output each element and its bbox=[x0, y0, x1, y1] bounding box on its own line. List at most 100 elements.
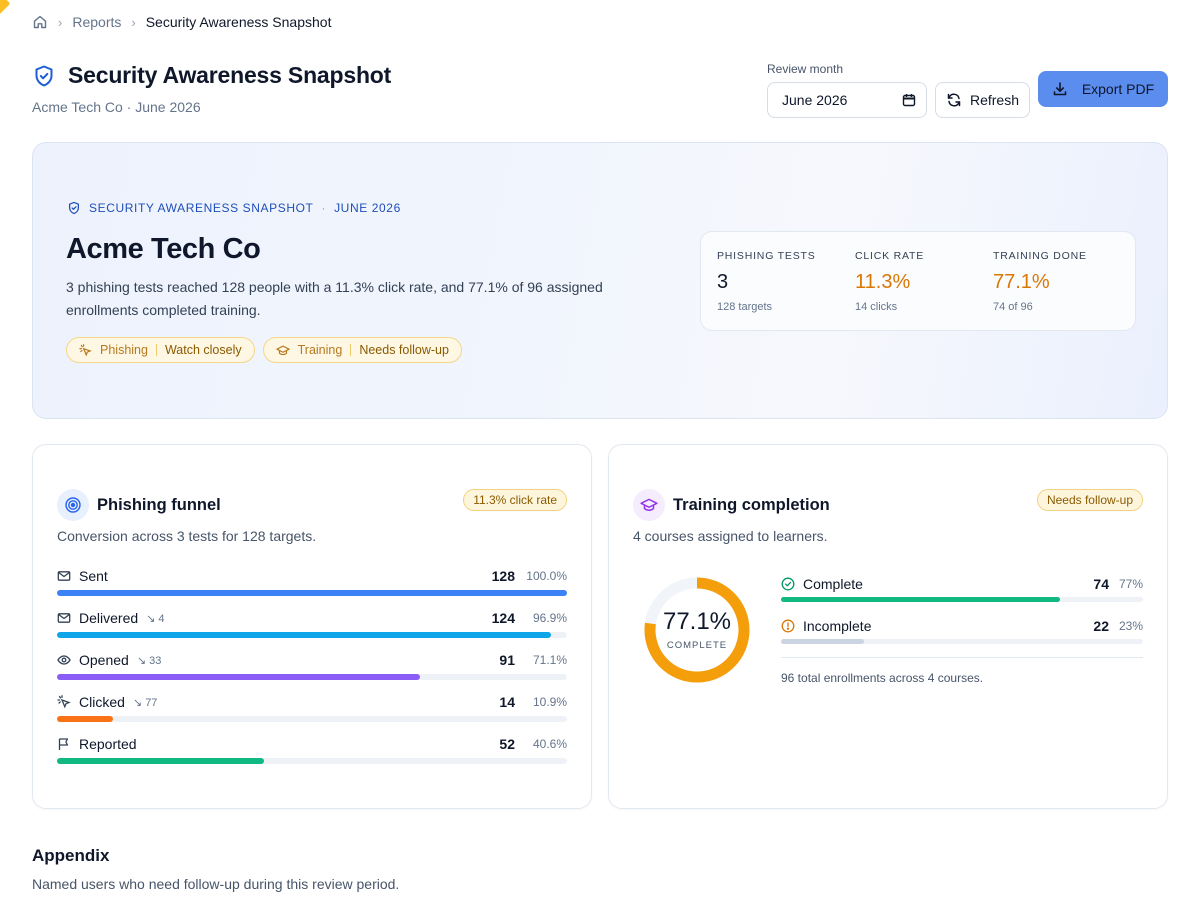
funnel-row-reported: Reported 52 40.6% bbox=[57, 735, 567, 775]
funnel-drop-value: 33 bbox=[149, 654, 162, 667]
calendar-icon[interactable] bbox=[902, 93, 916, 107]
pill-divider bbox=[155, 344, 157, 356]
pill-status: Needs follow-up bbox=[359, 343, 449, 357]
stat-value: 3 bbox=[717, 271, 729, 293]
funnel-label: Clicked bbox=[79, 694, 125, 710]
stat-click-rate: CLICK RATE 11.3% 14 clicks bbox=[855, 250, 924, 313]
training-bar-track bbox=[781, 639, 1143, 644]
funnel-bar-fill bbox=[57, 632, 552, 638]
funnel-bar-fill bbox=[57, 590, 567, 596]
home-icon[interactable] bbox=[32, 14, 48, 30]
funnel-row-delivered: Delivered ↘ 4 124 96.9% bbox=[57, 609, 567, 649]
review-month-input[interactable]: June 2026 bbox=[767, 82, 927, 118]
shield-check-icon bbox=[32, 64, 56, 88]
export-pdf-button[interactable]: Export PDF bbox=[1038, 71, 1168, 107]
hero-stats-card: PHISHING TESTS 3 128 targets CLICK RATE … bbox=[700, 231, 1136, 331]
funnel-count: 128 bbox=[491, 568, 515, 584]
phishing-funnel-title: Phishing funnel bbox=[97, 496, 221, 514]
training-completion-description: 4 courses assigned to learners. bbox=[633, 528, 828, 544]
funnel-drop-value: 77 bbox=[145, 696, 158, 709]
training-completion-card: Training completion Needs follow-up 4 co… bbox=[608, 444, 1168, 809]
hero-kicker-label: SECURITY AWARENESS SNAPSHOT bbox=[89, 201, 314, 215]
graduation-cap-icon bbox=[633, 489, 665, 521]
eye-icon bbox=[57, 653, 71, 667]
funnel-bar-track bbox=[57, 632, 567, 638]
target-icon bbox=[57, 489, 89, 521]
training-row-label: Incomplete bbox=[803, 618, 872, 634]
cursor-click-icon bbox=[79, 343, 92, 357]
page-header: Security Awareness Snapshot bbox=[32, 62, 391, 89]
funnel-drop: ↘ 77 bbox=[133, 696, 158, 709]
training-bar-fill bbox=[781, 597, 1060, 602]
funnel-row-clicked: Clicked ↘ 77 14 10.9% bbox=[57, 693, 567, 733]
funnel-label: Sent bbox=[79, 568, 108, 584]
phishing-status-pill: Phishing Watch closely bbox=[66, 337, 255, 363]
training-row-complete: Complete 74 77% bbox=[781, 575, 1143, 609]
graduation-cap-icon bbox=[275, 344, 290, 357]
funnel-bar-track bbox=[57, 716, 567, 722]
donut-arc bbox=[644, 577, 750, 683]
phishing-funnel-card: Phishing funnel 11.3% click rate Convers… bbox=[32, 444, 592, 809]
funnel-bar-fill bbox=[57, 758, 265, 764]
stat-training-done: TRAINING DONE 77.1% 74 of 96 bbox=[993, 250, 1087, 313]
stat-value: 11.3% bbox=[855, 271, 911, 293]
pill-category: Phishing bbox=[100, 343, 148, 357]
training-footer: 96 total enrollments across 4 courses. bbox=[781, 671, 984, 685]
pill-status: Watch closely bbox=[164, 343, 242, 357]
arrow-down-right-icon: ↘ bbox=[132, 696, 143, 709]
funnel-count: 91 bbox=[499, 652, 515, 668]
training-row-count: 22 bbox=[1093, 618, 1109, 634]
funnel-pct: 71.1% bbox=[532, 653, 567, 667]
funnel-label: Reported bbox=[79, 736, 137, 752]
funnel-bar-track bbox=[57, 758, 567, 764]
funnel-bar-fill bbox=[57, 716, 113, 722]
stat-label: CLICK RATE bbox=[855, 250, 925, 262]
corner-accent bbox=[0, 0, 11, 17]
chevron-right-icon: › bbox=[131, 14, 136, 30]
stat-sub: 14 clicks bbox=[855, 301, 898, 313]
pill-divider bbox=[350, 344, 352, 356]
completion-donut bbox=[644, 577, 750, 683]
stat-phishing-tests: PHISHING TESTS 3 128 targets bbox=[717, 250, 816, 313]
funnel-count: 124 bbox=[491, 610, 515, 626]
funnel-drop: ↘ 33 bbox=[137, 654, 162, 667]
phishing-funnel-description: Conversion across 3 tests for 128 target… bbox=[57, 528, 317, 544]
stat-label: PHISHING TESTS bbox=[717, 250, 816, 262]
chevron-right-icon: › bbox=[58, 14, 63, 30]
funnel-count: 14 bbox=[499, 694, 515, 710]
breadcrumb-current: Security Awareness Snapshot bbox=[145, 14, 332, 30]
hero-kicker: SECURITY AWARENESS SNAPSHOT · JUNE 2026 bbox=[67, 201, 401, 215]
page-title: Security Awareness Snapshot bbox=[68, 62, 392, 88]
funnel-row-sent: Sent 128 100.0% bbox=[57, 567, 567, 607]
refresh-icon bbox=[946, 92, 962, 108]
snapshot-hero: SECURITY AWARENESS SNAPSHOT · JUNE 2026 … bbox=[32, 142, 1168, 419]
funnel-pct: 96.9% bbox=[532, 611, 567, 625]
download-icon bbox=[1052, 81, 1068, 97]
kicker-separator: · bbox=[321, 201, 327, 215]
breadcrumb-reports[interactable]: Reports bbox=[72, 14, 122, 30]
funnel-drop-value: 4 bbox=[158, 612, 165, 625]
appendix-description: Named users who need follow-up during th… bbox=[32, 876, 400, 892]
breadcrumb: › Reports › Security Awareness Snapshot bbox=[32, 12, 331, 32]
status-pills: Phishing Watch closely Training Needs fo… bbox=[66, 337, 462, 363]
check-circle-icon bbox=[781, 577, 795, 591]
refresh-button[interactable]: Refresh bbox=[935, 82, 1030, 118]
training-row-incomplete: Incomplete 22 23% bbox=[781, 617, 1143, 651]
funnel-label: Delivered bbox=[79, 610, 139, 626]
donut-caption: COMPLETE bbox=[666, 640, 728, 651]
training-completion-title: Training completion bbox=[673, 496, 830, 514]
stat-value: 77.1% bbox=[993, 271, 1050, 293]
shield-check-icon bbox=[67, 201, 81, 215]
appendix-title: Appendix bbox=[32, 846, 110, 865]
training-bar-fill bbox=[781, 639, 865, 644]
page-subtitle: Acme Tech Co · June 2026 bbox=[32, 99, 201, 115]
mail-icon bbox=[57, 569, 71, 583]
training-row-pct: 77% bbox=[1118, 577, 1143, 591]
funnel-bar-fill bbox=[57, 674, 420, 680]
training-status-pill: Training Needs follow-up bbox=[262, 337, 462, 363]
stat-sub: 74 of 96 bbox=[993, 301, 1033, 313]
funnel-bar-track bbox=[57, 674, 567, 680]
funnel-count: 52 bbox=[499, 736, 515, 752]
donut-value: 77.1% bbox=[662, 608, 732, 635]
hero-kicker-period: JUNE 2026 bbox=[334, 201, 401, 215]
